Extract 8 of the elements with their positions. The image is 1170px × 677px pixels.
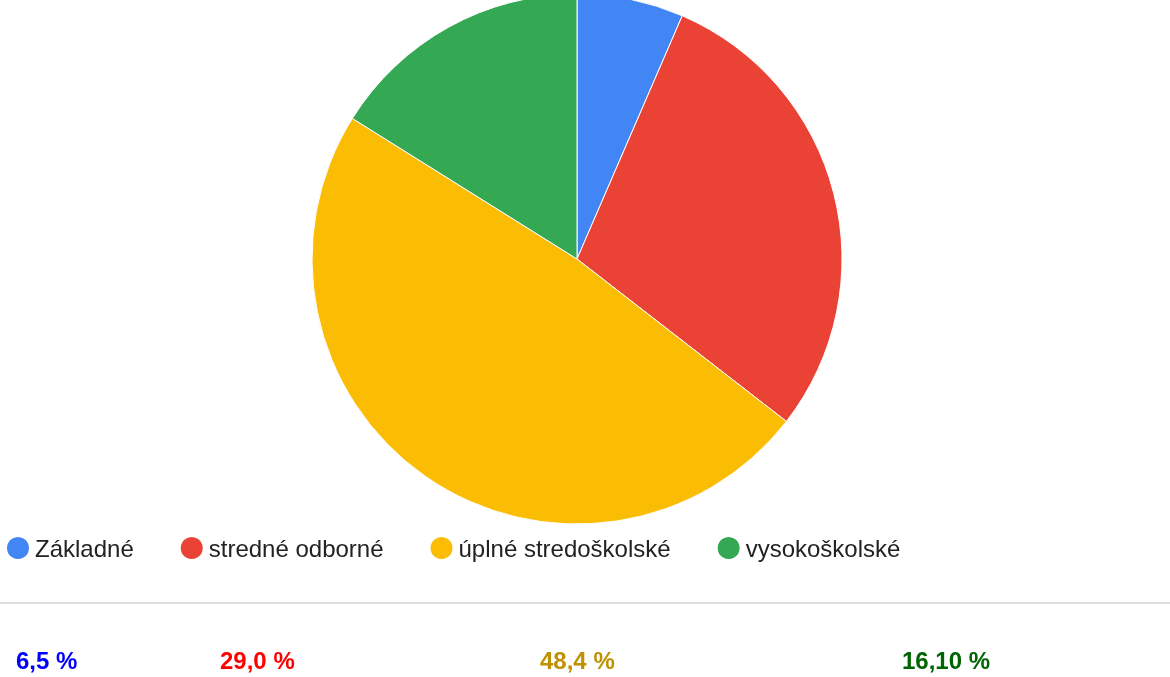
legend-label: úplné stredoškolské: [458, 534, 671, 562]
legend-label: Základné: [35, 534, 134, 562]
text: 16,10 %: [902, 646, 991, 674]
legend-label: stredné odborné: [208, 534, 384, 562]
text: 6,5 %: [16, 646, 78, 674]
legend-label: vysokoškolské: [745, 534, 901, 562]
text: 48,4 %: [540, 646, 615, 674]
text: 29,0 %: [220, 646, 295, 674]
